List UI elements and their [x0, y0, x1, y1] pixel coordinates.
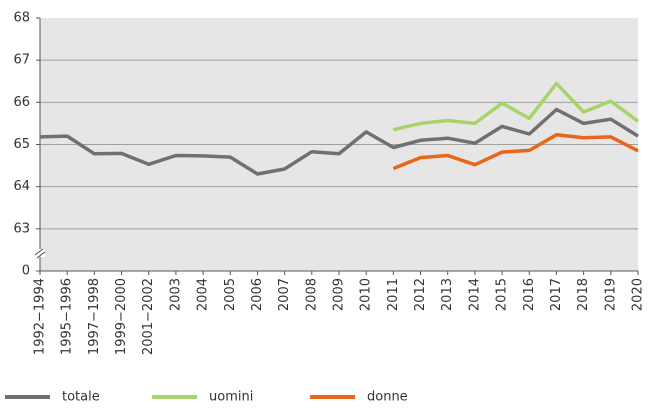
x-tick-label: 2006 — [250, 278, 265, 311]
x-tick-label: 2010 — [359, 278, 374, 311]
series-line — [393, 81, 640, 132]
x-tick-label: 2003 — [168, 278, 183, 311]
axis-break-gap — [35, 248, 45, 257]
y-tick-label: 66 — [13, 95, 30, 110]
y-tick-label: 67 — [13, 53, 30, 68]
legend-label: uomini — [209, 390, 253, 405]
x-tick-label: 2005 — [223, 278, 238, 311]
x-tick-label: 2014 — [467, 278, 482, 311]
x-tick-label: 2018 — [576, 278, 591, 311]
x-tick-label: 2004 — [196, 278, 211, 311]
y-tick-label: 68 — [13, 11, 30, 26]
x-tick-label: 2011 — [386, 278, 401, 311]
x-tick-label: 2016 — [522, 278, 537, 311]
x-tick-label: 2012 — [413, 278, 428, 311]
y-tick-label: 64 — [13, 179, 30, 194]
axis-break — [34, 248, 44, 256]
x-tick-label: 1999−2000 — [114, 278, 129, 355]
y-tick-label: 0 — [22, 264, 30, 279]
y-tick-label: 63 — [13, 221, 30, 236]
series-line — [392, 133, 639, 171]
x-tick-label: 2009 — [332, 278, 347, 311]
legend-label: totale — [62, 390, 100, 405]
x-tick-label: 1995−1996 — [60, 278, 75, 355]
x-tick-label: 1992−1994 — [33, 278, 48, 355]
x-tick-label: 2008 — [304, 278, 319, 311]
x-tick-label: 2007 — [277, 278, 292, 311]
x-tick-label: 2017 — [549, 278, 564, 311]
x-tick-label: 1997−1998 — [87, 278, 102, 355]
axis-break — [36, 251, 46, 259]
x-tick-label: 2015 — [495, 278, 510, 311]
x-tick-label: 2019 — [603, 278, 618, 311]
x-tick-label: 2013 — [440, 278, 455, 311]
x-tick-label: 2020 — [631, 278, 646, 311]
x-tick-label: 2001−2002 — [141, 278, 156, 355]
legend-label: donne — [367, 390, 408, 405]
y-tick-label: 65 — [13, 137, 30, 152]
series-line — [39, 107, 639, 176]
